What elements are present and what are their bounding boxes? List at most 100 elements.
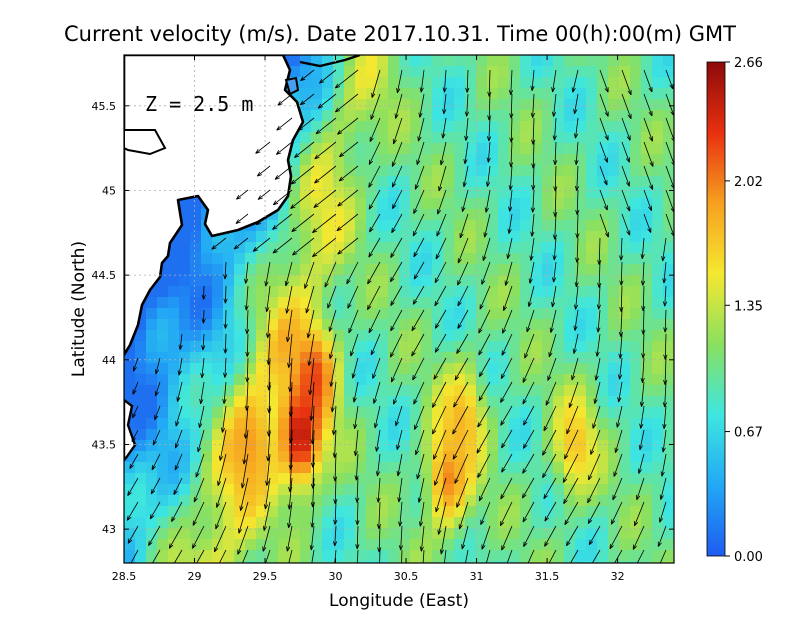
velocity-cell: [212, 561, 224, 563]
velocity-cell: [454, 539, 466, 551]
velocity-cell: [168, 473, 180, 485]
velocity-cell: [388, 506, 400, 518]
velocity-cell: [421, 297, 433, 309]
current-arrow: [524, 333, 535, 359]
velocity-cell: [509, 429, 521, 441]
velocity-cell: [377, 154, 389, 166]
velocity-cell: [641, 385, 653, 397]
velocity-cell: [509, 253, 521, 265]
velocity-cell: [553, 561, 565, 563]
velocity-cell: [509, 132, 521, 144]
velocity-cell: [179, 264, 191, 276]
current-arrow: [530, 93, 535, 118]
velocity-cell: [223, 242, 235, 254]
velocity-cell: [663, 165, 674, 177]
velocity-cell: [179, 561, 191, 563]
velocity-cell: [575, 341, 587, 353]
velocity-cell: [597, 176, 609, 188]
current-arrow: [504, 261, 513, 286]
velocity-cell: [399, 154, 411, 166]
velocity-cell: [223, 429, 235, 441]
velocity-cell: [322, 286, 334, 298]
velocity-cell: [608, 528, 620, 540]
current-arrow: [244, 261, 249, 284]
velocity-cell: [366, 561, 378, 563]
velocity-cell: [421, 308, 433, 320]
velocity-cell: [388, 231, 400, 243]
velocity-cell: [531, 561, 543, 563]
x-tick-label: 31: [470, 570, 484, 583]
velocity-cell: [223, 308, 235, 320]
velocity-cell: [586, 451, 598, 463]
velocity-cell: [487, 220, 499, 232]
current-arrow: [353, 405, 359, 430]
velocity-cell: [652, 451, 664, 463]
current-arrow: [422, 549, 425, 563]
velocity-cell: [366, 121, 378, 133]
velocity-cell: [520, 253, 532, 265]
velocity-cell: [179, 528, 191, 540]
velocity-cell: [564, 286, 576, 298]
velocity-cell: [531, 451, 543, 463]
velocity-cell: [322, 198, 334, 210]
velocity-cell: [355, 561, 367, 563]
velocity-cell: [465, 550, 477, 562]
velocity-cell: [663, 407, 674, 419]
velocity-cell: [366, 418, 378, 430]
velocity-cell: [366, 99, 378, 111]
velocity-cell: [421, 165, 433, 177]
velocity-cell: [267, 308, 279, 320]
current-arrow: [291, 213, 315, 233]
current-arrow: [501, 453, 513, 473]
current-arrow: [307, 333, 315, 366]
velocity-cell: [201, 429, 213, 441]
velocity-cell: [388, 242, 400, 254]
current-arrow: [373, 405, 381, 429]
velocity-cell: [223, 363, 235, 375]
velocity-cell: [498, 187, 510, 199]
velocity-cell: [520, 143, 532, 155]
velocity-cell: [333, 495, 345, 507]
velocity-cell: [619, 363, 631, 375]
current-arrow: [372, 357, 381, 379]
velocity-cell: [223, 286, 235, 298]
velocity-cell: [619, 396, 631, 408]
velocity-cell: [168, 363, 180, 375]
current-arrow: [480, 501, 491, 526]
velocity-cell: [542, 110, 554, 122]
velocity-cell: [212, 451, 224, 463]
velocity-cell: [564, 352, 576, 364]
velocity-cell: [575, 517, 587, 529]
velocity-cell: [245, 374, 257, 386]
velocity-cell: [663, 341, 674, 353]
velocity-cell: [597, 352, 609, 364]
current-arrow: [377, 525, 382, 553]
velocity-cell: [234, 418, 246, 430]
velocity-cell: [410, 352, 422, 364]
velocity-cell: [157, 297, 169, 309]
velocity-cell: [190, 396, 202, 408]
velocity-cell: [476, 561, 488, 563]
velocity-cell: [168, 264, 180, 276]
velocity-cell: [311, 77, 323, 89]
velocity-cell: [487, 451, 499, 463]
velocity-cell: [333, 451, 345, 463]
velocity-cell: [311, 561, 323, 563]
velocity-cell: [641, 264, 653, 276]
current-arrow: [621, 213, 631, 236]
velocity-cell: [190, 462, 202, 474]
velocity-cell: [586, 286, 598, 298]
velocity-cell: [432, 352, 444, 364]
velocity-cell: [641, 418, 653, 430]
velocity-cell: [498, 143, 510, 155]
velocity-cell: [432, 385, 444, 397]
velocity-cell: [377, 363, 389, 375]
current-arrow: [662, 381, 667, 408]
velocity-cell: [498, 407, 510, 419]
velocity-cell: [509, 451, 521, 463]
current-arrow: [552, 237, 557, 261]
velocity-cell: [652, 319, 664, 331]
velocity-cell: [454, 462, 466, 474]
velocity-cell: [663, 253, 674, 265]
current-arrow: [528, 261, 535, 284]
